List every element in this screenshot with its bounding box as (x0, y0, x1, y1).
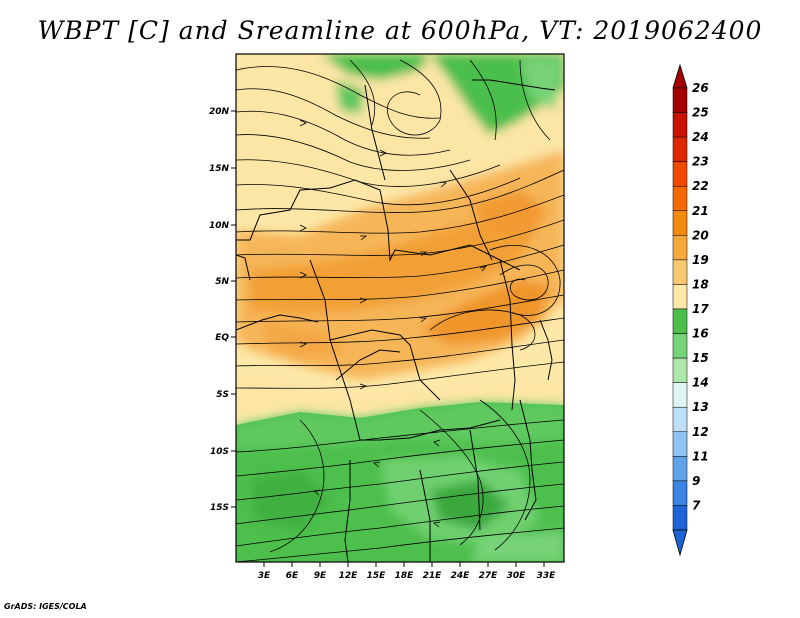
colorbar-segment (672, 333, 688, 359)
lat-label: 20N (209, 107, 230, 117)
lat-label: 10N (209, 221, 230, 231)
colorbar-label: 13 (692, 400, 709, 414)
map-border (235, 53, 565, 563)
colorbar-segment (672, 112, 688, 138)
lon-label: 18E (395, 571, 415, 581)
colorbar-segment (672, 235, 688, 261)
lon-label: 12E (339, 571, 359, 581)
lat-label: 15N (209, 164, 230, 174)
streamline-arrows (299, 119, 488, 528)
lon-axis: 3E 6E 9E 12E 15E 18E 21E 24E 27E 30E 33E (258, 562, 556, 581)
colorbar-label: 23 (692, 155, 709, 169)
colorbar-segment (672, 136, 688, 162)
colorbar-segment (672, 87, 688, 113)
colorbar-segment (672, 357, 688, 383)
colorbar-label: 26 (692, 81, 709, 95)
colorbar-segment (672, 308, 688, 334)
wbpt-shading (236, 54, 564, 562)
colorbar-label: 25 (692, 106, 709, 120)
lon-label: 30E (507, 571, 527, 581)
lon-label: 21E (423, 571, 443, 581)
country-boundaries (236, 79, 556, 562)
colorbar-segment (672, 431, 688, 457)
colorbar-label: 12 (692, 425, 709, 439)
colorbar-top-triangle (672, 63, 688, 89)
lon-label: 3E (258, 571, 271, 581)
colorbar-segment (672, 161, 688, 187)
colorbar-label: 22 (692, 179, 709, 193)
colorbar-bottom-triangle (672, 529, 688, 557)
colorbar-segment (672, 505, 688, 531)
lat-axis: 20N 15N 10N 5N EQ 5S 10S 15S (209, 107, 236, 513)
colorbar-segment (672, 480, 688, 506)
colorbar-segment (672, 382, 688, 408)
lat-label: EQ (215, 333, 229, 343)
colorbar-segment (672, 406, 688, 433)
colorbar-label: 9 (692, 474, 700, 488)
colorbar: 26 25 24 23 22 21 20 19 18 17 16 15 14 13 12 11 9 7 (672, 63, 709, 557)
lon-label: 27E (479, 571, 499, 581)
colorbar-label: 15 (692, 351, 709, 365)
map-title: WBPT [C] and Sreamline at 600hPa, VT: 20… (37, 16, 763, 45)
lon-label: 9E (314, 571, 327, 581)
colorbar-label: 14 (692, 376, 709, 390)
lon-label: 33E (537, 571, 557, 581)
streamlines (236, 59, 564, 562)
colorbar-label: 20 (692, 228, 709, 242)
colorbar-segment (672, 210, 688, 236)
colorbar-segment (672, 259, 688, 285)
lon-label: 15E (367, 571, 387, 581)
credit-label: GrADS: IGES/COLA (4, 602, 87, 611)
colorbar-label: 17 (692, 302, 709, 316)
lat-label: 5S (216, 390, 229, 400)
colorbar-label: 19 (692, 253, 709, 267)
colorbar-label: 21 (692, 204, 709, 218)
colorbar-label: 11 (692, 449, 709, 463)
colorbar-label: 18 (692, 277, 709, 291)
lon-label: 6E (286, 571, 299, 581)
colorbar-label: 16 (692, 327, 709, 341)
lat-label: 10S (210, 447, 229, 457)
lat-label: 15S (210, 503, 229, 513)
colorbar-segment (672, 185, 688, 212)
colorbar-label: 7 (692, 498, 701, 512)
colorbar-segment (672, 456, 688, 482)
colorbar-label: 24 (692, 130, 709, 144)
lat-label: 5N (215, 277, 229, 287)
lon-label: 24E (451, 571, 471, 581)
colorbar-segment (672, 284, 688, 310)
